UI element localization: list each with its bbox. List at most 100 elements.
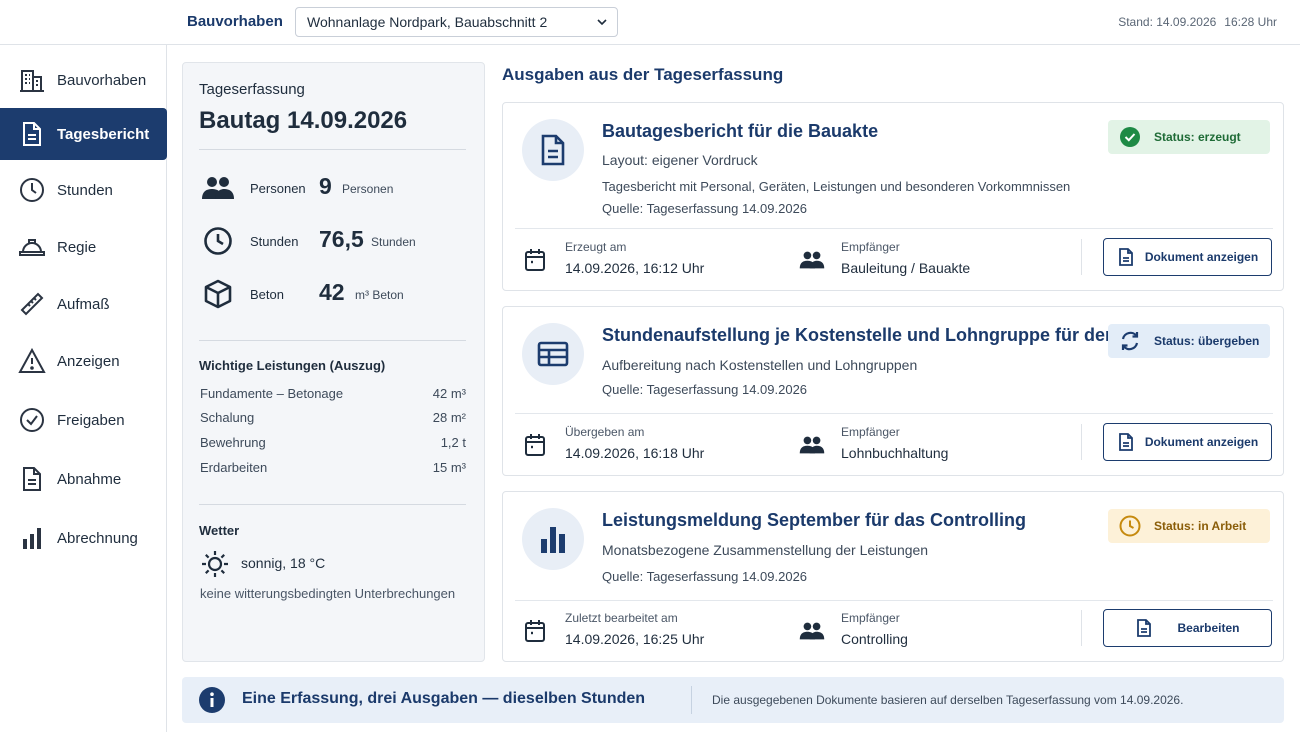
people-icon bbox=[201, 173, 235, 203]
people-icon bbox=[797, 247, 827, 273]
sidebar-item-label: Regie bbox=[57, 238, 97, 256]
divider bbox=[1081, 239, 1082, 275]
date-value: 14.09.2026, 16:18 Uhr bbox=[565, 445, 705, 461]
sidebar-item-abrechnung[interactable]: Abrechnung bbox=[0, 512, 167, 564]
card-source: Quelle: Tageserfassung 14.09.2026 bbox=[602, 569, 808, 584]
people-icon bbox=[797, 618, 827, 644]
sidebar-item-label: Tagesbericht bbox=[57, 125, 150, 143]
service-name: Erdarbeiten bbox=[200, 460, 268, 475]
metric-label: Personen bbox=[250, 181, 306, 196]
sidebar-item-anzeigen[interactable]: Anzeigen bbox=[0, 335, 167, 387]
recipient-value: Controlling bbox=[841, 631, 908, 647]
stand-info: Stand: 14.09.2026 16:28 Uhr bbox=[1110, 15, 1277, 29]
recipient-value: Bauleitung / Bauakte bbox=[841, 260, 971, 276]
card-description: Tagesbericht mit Personal, Geräten, Leis… bbox=[602, 179, 1071, 194]
card-footer: Erzeugt am 14.09.2026, 16:12 Uhr Empfäng… bbox=[503, 229, 1285, 291]
sidebar: Bauvorhaben Tagesbericht Stunden Regie A… bbox=[0, 45, 167, 732]
sidebar-item-tagesbericht[interactable]: Tagesbericht bbox=[0, 108, 167, 160]
stand-date: Stand: 14.09.2026 bbox=[1118, 15, 1217, 29]
metric-concrete: Beton 42 m³ Beton bbox=[199, 277, 469, 311]
output-card-performance-report: Leistungsmeldung September für das Contr… bbox=[502, 491, 1284, 662]
status-text: Status: in Arbeit bbox=[1154, 519, 1247, 533]
output-card-daily-report: Bautagesbericht für die Bauakte Layout: … bbox=[502, 102, 1284, 291]
stand-time: 16:28 Uhr bbox=[1224, 15, 1277, 29]
sidebar-item-label: Stunden bbox=[57, 181, 113, 199]
document-icon bbox=[18, 465, 46, 493]
project-select-value: Wohnanlage Nordpark, Bauabschnitt 2 bbox=[307, 14, 548, 30]
hardhat-icon bbox=[18, 233, 46, 261]
sidebar-item-label: Anzeigen bbox=[57, 352, 120, 370]
divider bbox=[199, 149, 466, 150]
divider bbox=[199, 504, 466, 505]
divider bbox=[199, 340, 466, 341]
recipient-label: Empfänger bbox=[841, 425, 900, 439]
bar-chart-icon bbox=[18, 524, 46, 552]
metric-hours: Stunden 76,5 Stunden bbox=[199, 224, 469, 258]
daily-record-panel: Tageserfassung Bautag 14.09.2026 Persone… bbox=[182, 62, 485, 662]
card-source: Quelle: Tageserfassung 14.09.2026 bbox=[602, 382, 808, 397]
divider bbox=[515, 413, 1273, 414]
chevron-down-icon bbox=[597, 19, 607, 26]
status-badge: Status: erzeugt bbox=[1108, 120, 1270, 154]
card-title: Leistungsmeldung September für das Contr… bbox=[602, 510, 1027, 530]
view-document-button[interactable]: Dokument anzeigen bbox=[1103, 238, 1272, 276]
check-circle-icon bbox=[18, 406, 46, 434]
project-select[interactable]: Wohnanlage Nordpark, Bauabschnitt 2 bbox=[295, 7, 618, 37]
recipient-label: Empfänger bbox=[841, 611, 900, 625]
document-icon bbox=[522, 119, 584, 181]
service-value: 28 m² bbox=[432, 410, 466, 425]
status-badge: Status: übergeben bbox=[1108, 324, 1270, 358]
sidebar-item-aufmass[interactable]: Aufmaß bbox=[0, 278, 167, 330]
sidebar-item-label: Abrechnung bbox=[57, 529, 138, 547]
sidebar-item-label: Freigaben bbox=[57, 411, 125, 429]
calendar-icon bbox=[522, 618, 548, 644]
metric-label: Stunden bbox=[250, 234, 299, 249]
weather-note: keine witterungsbedingten Unterbrechunge… bbox=[200, 586, 456, 601]
card-subtitle: Layout: eigener Vordruck bbox=[602, 152, 758, 168]
sidebar-item-freigaben[interactable]: Freigaben bbox=[0, 394, 167, 446]
weather-title: Wetter bbox=[199, 523, 240, 538]
card-title: Bautagesbericht für die Bauakte bbox=[602, 121, 879, 141]
metric-persons: Personen 9 Personen bbox=[199, 171, 469, 205]
service-value: 15 m³ bbox=[432, 460, 466, 475]
view-document-button[interactable]: Dokument anzeigen bbox=[1103, 423, 1272, 461]
info-icon bbox=[199, 687, 225, 713]
service-value: 42 m³ bbox=[432, 386, 466, 401]
edit-button[interactable]: Bearbeiten bbox=[1103, 609, 1272, 647]
card-subtitle: Monatsbezogene Zusammenstellung der Leis… bbox=[602, 542, 929, 558]
sidebar-item-label: Aufmaß bbox=[57, 295, 110, 313]
date-value: 14.09.2026, 16:25 Uhr bbox=[565, 631, 705, 647]
sidebar-item-bauvorhaben[interactable]: Bauvorhaben bbox=[0, 54, 167, 106]
card-subtitle: Aufbereitung nach Kostenstellen und Lohn… bbox=[602, 357, 918, 373]
metric-unit: Stunden bbox=[371, 235, 416, 249]
ruler-icon bbox=[18, 290, 46, 318]
sidebar-item-label: Abnahme bbox=[57, 470, 122, 488]
outputs-title: Ausgaben aus der Tageserfassung bbox=[502, 65, 784, 84]
metric-value: 9 bbox=[319, 173, 332, 199]
button-label: Bearbeiten bbox=[1177, 621, 1240, 635]
bar-chart-icon bbox=[522, 508, 584, 570]
panel-title: Bautag 14.09.2026 bbox=[199, 107, 408, 134]
date-label: Übergeben am bbox=[565, 425, 645, 439]
table-icon bbox=[522, 323, 584, 385]
check-circle-icon bbox=[1119, 126, 1141, 148]
document-icon bbox=[1117, 433, 1135, 451]
sun-icon bbox=[202, 551, 228, 577]
recipient-label: Empfänger bbox=[841, 240, 900, 254]
sidebar-item-regie[interactable]: Regie bbox=[0, 221, 167, 273]
card-footer: Übergeben am 14.09.2026, 16:18 Uhr Empfä… bbox=[503, 414, 1285, 476]
sidebar-item-abnahme[interactable]: Abnahme bbox=[0, 453, 167, 505]
card-source: Quelle: Tageserfassung 14.09.2026 bbox=[602, 201, 808, 216]
weather-text: sonnig, 18 °C bbox=[241, 555, 326, 571]
card-title: Stundenaufstellung je Kostenstelle und L… bbox=[602, 325, 1193, 345]
service-row: Schalung 28 m² bbox=[200, 410, 466, 425]
service-name: Schalung bbox=[200, 410, 255, 425]
card-footer: Zuletzt bearbeitet am 14.09.2026, 16:25 … bbox=[503, 600, 1285, 662]
status-text: Status: erzeugt bbox=[1154, 130, 1241, 144]
metric-value: 76,5 bbox=[319, 226, 364, 252]
project-label: Bauvorhaben bbox=[187, 13, 283, 30]
divider bbox=[691, 686, 692, 714]
sidebar-item-stunden[interactable]: Stunden bbox=[0, 164, 167, 216]
clock-icon bbox=[1119, 515, 1141, 537]
sync-icon bbox=[1119, 330, 1141, 352]
